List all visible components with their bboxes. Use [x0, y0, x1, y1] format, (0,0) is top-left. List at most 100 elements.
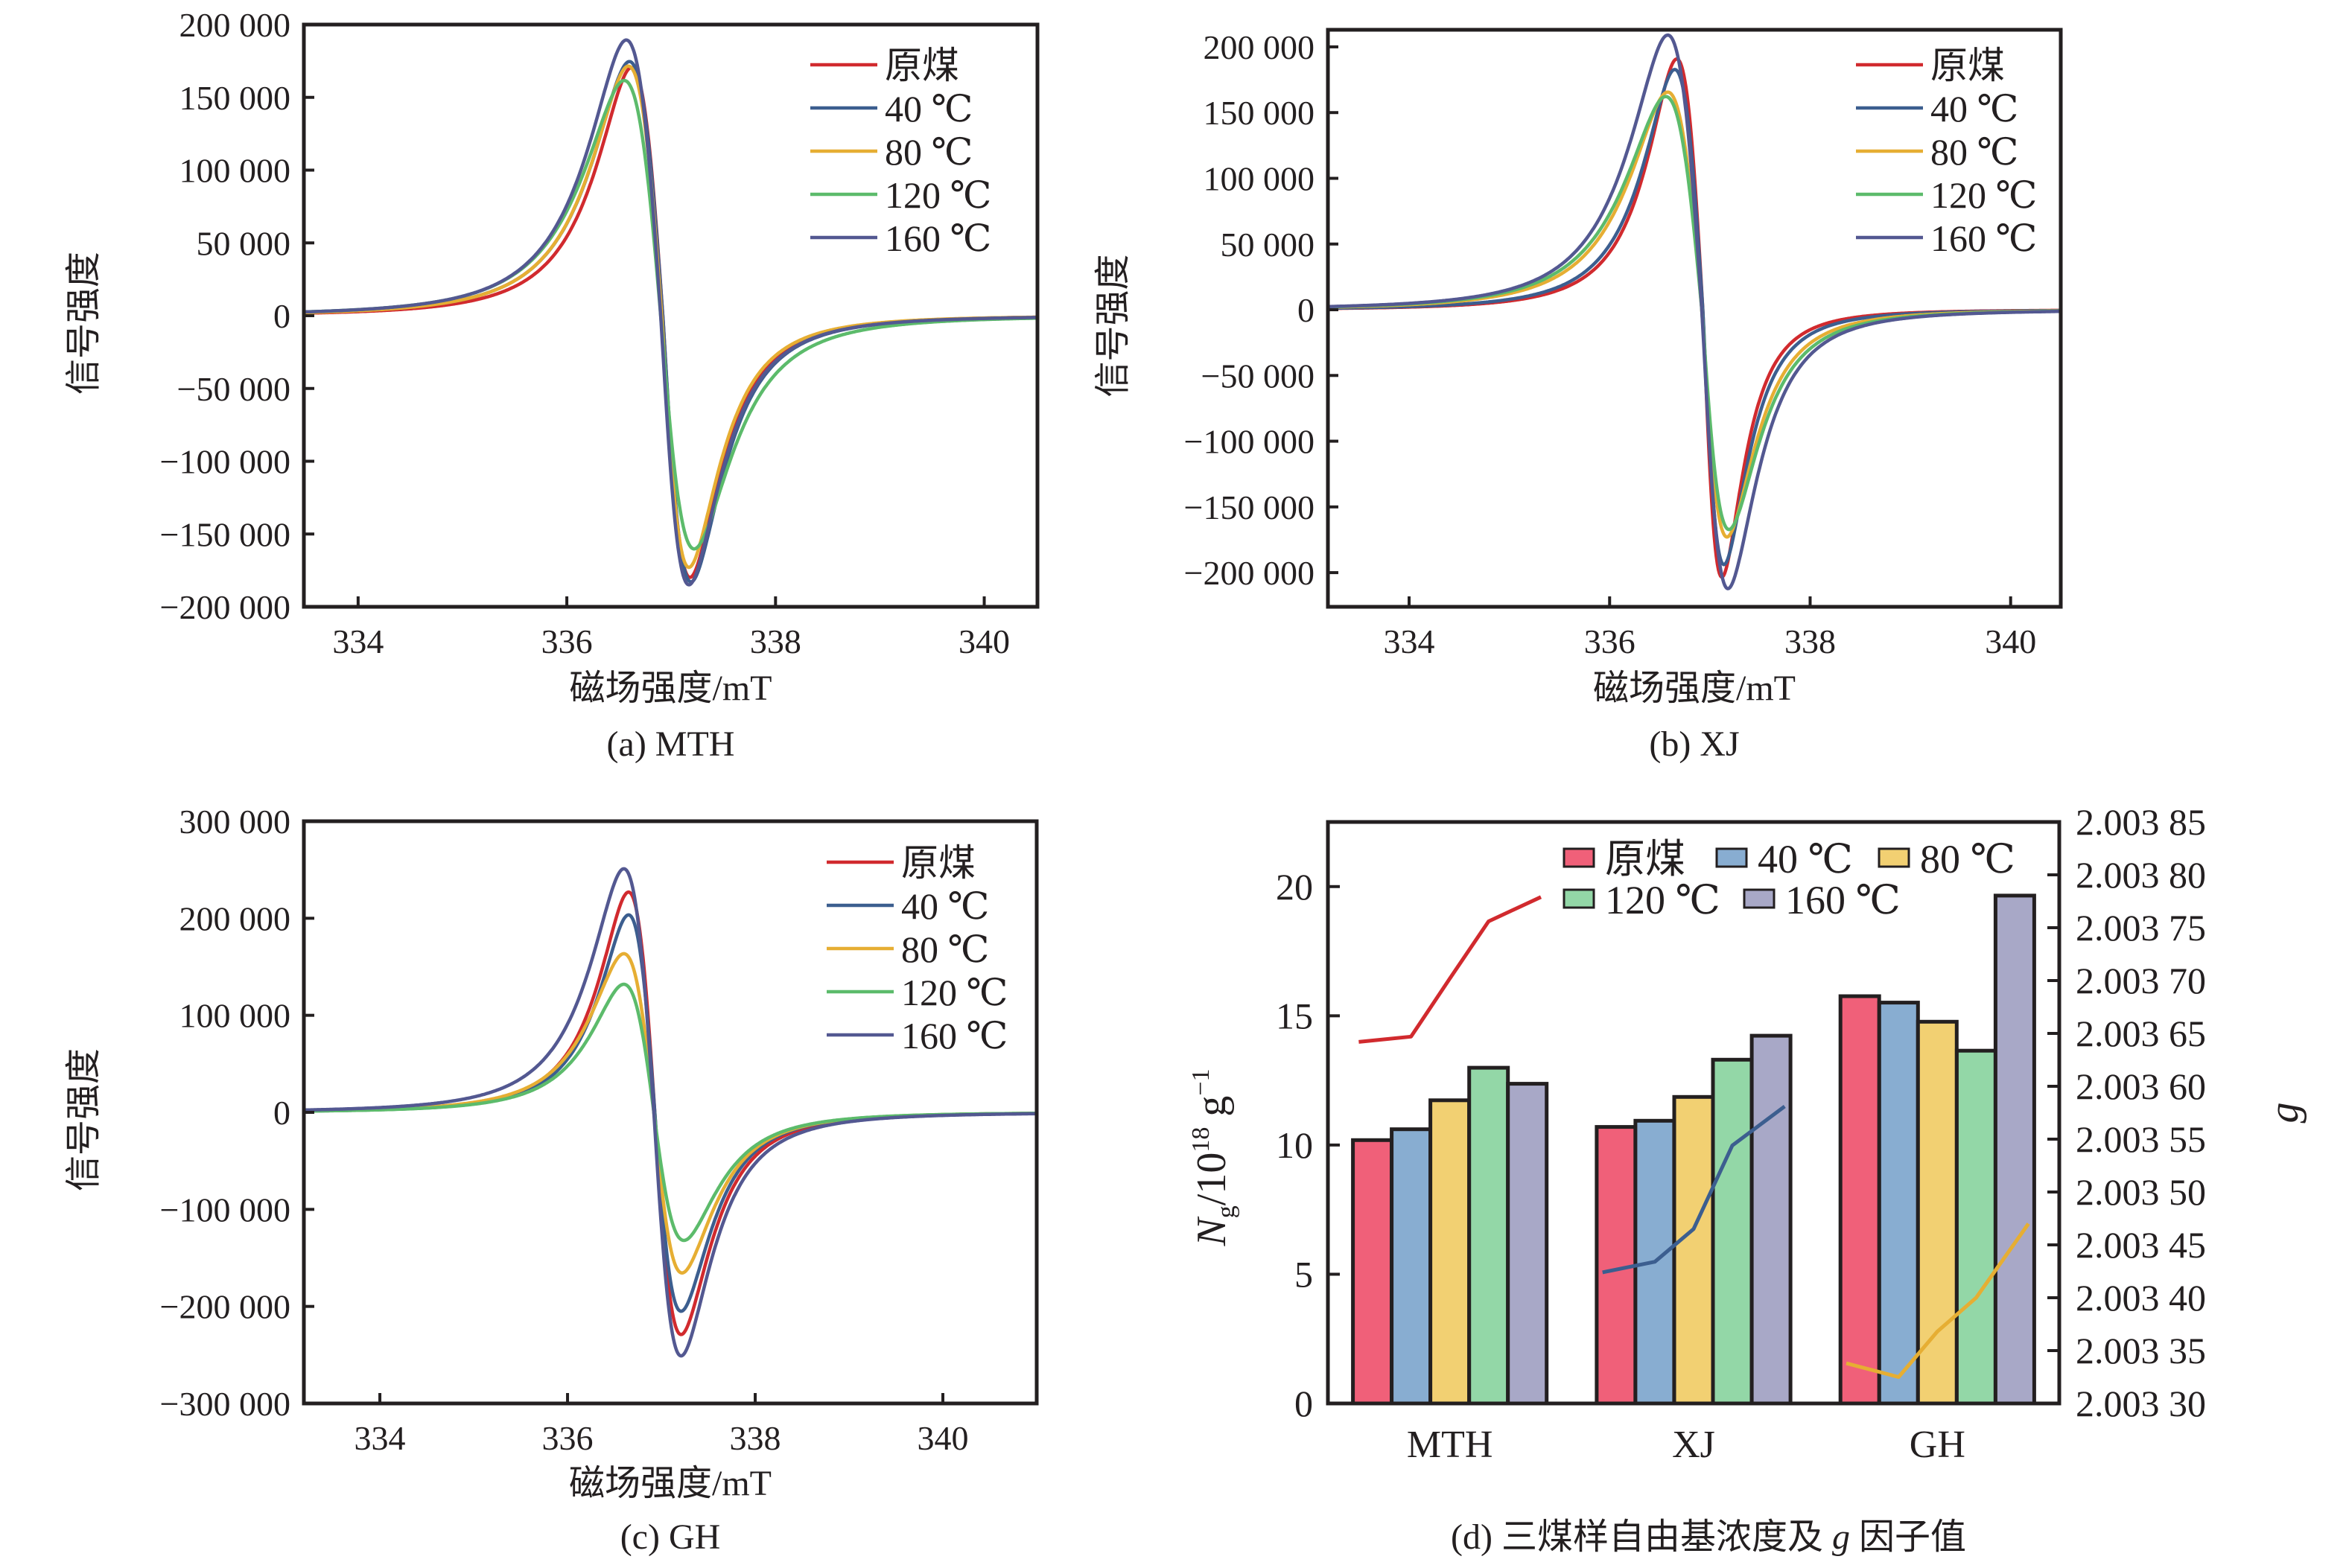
y-tick-label: 150 000 [1204, 94, 1315, 132]
bar-mth-2 [1428, 1098, 1472, 1406]
y2-axis-title: g [2261, 1103, 2307, 1124]
y-tick-label: 0 [1297, 291, 1315, 329]
y-tick-label: −150 000 [1184, 488, 1315, 526]
bar-mth-3 [1467, 1065, 1510, 1406]
bar-gh-1 [1877, 1001, 1920, 1406]
plot-area [304, 867, 1037, 1358]
y-tick-label: 0 [1294, 1383, 1313, 1424]
y2-tick-label: 2.003 30 [2076, 1383, 2206, 1424]
legend-label: 120 ℃ [1605, 878, 1720, 922]
bar-gh-4 [1993, 893, 2036, 1406]
y-tick-label: −150 000 [160, 515, 290, 553]
x-tick-label: 340 [959, 622, 1010, 660]
series-line-4 [1328, 33, 2061, 590]
y2-tick-label: 2.003 65 [2076, 1013, 2206, 1054]
x-tick-label: 338 [730, 1419, 781, 1457]
y-tick-label: 100 000 [1204, 159, 1315, 197]
legend-label: 80 ℃ [885, 131, 973, 173]
y2-tick-label: 2.003 50 [2076, 1171, 2206, 1213]
x-axis-title: 磁场强度/mT [569, 1464, 772, 1503]
y-tick-label: −200 000 [1184, 554, 1315, 592]
x-tick-label: 336 [541, 622, 593, 660]
y2-tick-label: 2.003 75 [2076, 907, 2206, 949]
y-tick-label: 100 000 [179, 997, 291, 1035]
plot-area [1328, 33, 2061, 590]
x-tick-label: 336 [1584, 622, 1635, 660]
legend-label: 40 ℃ [1930, 88, 2018, 130]
category-label: GH [1910, 1424, 1965, 1466]
legend-swatch [1563, 847, 1595, 868]
bar-xj-4 [1749, 1033, 1793, 1406]
legend-swatch [1715, 847, 1748, 868]
legend-label: 40 ℃ [901, 885, 989, 927]
x-tick-label: 336 [542, 1419, 594, 1457]
y-tick-label: −100 000 [1184, 423, 1315, 461]
y-axis-title-sup: 18 [1187, 1127, 1215, 1153]
y-tick-label: −100 000 [160, 1191, 290, 1228]
y-axis-title: 信号强度 [1093, 254, 1133, 397]
panel-c-gh-epr-spectrum: 334 336 338 340 300 000 200 000 100 000 0 −100 0… [64, 803, 1039, 1557]
y-tick-label: 100 000 [179, 152, 291, 190]
bar-mth-1 [1390, 1127, 1433, 1406]
y2-tick-label: 2.003 85 [2076, 801, 2206, 843]
y-tick-label: −300 000 [160, 1385, 290, 1423]
legend-label: 原煤 [1605, 837, 1685, 882]
plot-area [304, 38, 1037, 587]
y2-tick-label: 2.003 55 [2076, 1118, 2206, 1160]
bar-mth-0 [1351, 1138, 1394, 1406]
panel-a-mth-epr-spectrum: 334 336 338 340 200 000 150 000 100 000 50 000 0… [64, 6, 1040, 764]
x-tick-label: 340 [1985, 622, 2036, 660]
caption-part: 因子值 [1850, 1517, 1966, 1557]
y-tick-label: −100 000 [160, 443, 290, 481]
caption-part: (d) 三煤样自由基浓度及 [1451, 1517, 1832, 1557]
x-tick-label: 334 [355, 1419, 406, 1457]
legend-label: 120 ℃ [901, 972, 1008, 1013]
y-tick-label: 150 000 [179, 79, 291, 117]
category-label: XJ [1672, 1424, 1715, 1466]
y-tick-label: 5 [1294, 1253, 1313, 1295]
y-axis-title-n: N [1189, 1217, 1235, 1247]
x-axis-title: 磁场强度/mT [570, 669, 772, 708]
y-tick-label: 200 000 [179, 6, 291, 44]
bar-xj-3 [1711, 1057, 1754, 1406]
y-tick-label: −200 000 [160, 588, 290, 626]
x-tick-label: 340 [918, 1419, 969, 1457]
y-tick-label: 200 000 [179, 899, 291, 937]
x-tick-label: 338 [1784, 622, 1836, 660]
y-axis-title: Ng/1018 g−1 [1187, 1068, 1240, 1246]
legend-label: 原煤 [1930, 45, 2005, 86]
g-factor-line-gh [1846, 1223, 2030, 1379]
panel-caption: (d) 三煤样自由基浓度及 g 因子值 [1451, 1517, 1966, 1557]
y-tick-label: 300 000 [179, 803, 291, 841]
legend-label: 160 ℃ [1930, 217, 2037, 259]
legend-label: 80 ℃ [901, 928, 989, 970]
y-tick-label: 50 000 [1221, 226, 1315, 264]
x-axis-title: 磁场强度/mT [1593, 669, 1796, 708]
plot-frame [1326, 28, 2063, 609]
y2-tick-label: 2.003 45 [2076, 1224, 2206, 1266]
y-axis-title-sup2: −1 [1187, 1068, 1215, 1095]
g-factor-line-xj [1602, 1104, 1786, 1275]
panel-caption: (b) XJ [1649, 724, 1739, 764]
legend-swatch [1563, 888, 1595, 909]
y2-tick-label: 2.003 60 [2076, 1065, 2206, 1107]
y2-tick-label: 2.003 35 [2076, 1330, 2206, 1371]
caption-g: g [1832, 1517, 1850, 1557]
series-line-4 [304, 867, 1037, 1358]
y-axis-title-tail: g [1189, 1096, 1235, 1127]
y-tick-label: −50 000 [1201, 357, 1315, 395]
y-tick-label: 15 [1276, 995, 1313, 1036]
legend-label: 原煤 [885, 45, 959, 86]
y2-tick-label: 2.003 80 [2076, 854, 2206, 896]
legend-label: 160 ℃ [885, 217, 991, 259]
legend-label: 120 ℃ [1930, 174, 2037, 216]
legend-label: 40 ℃ [1758, 837, 1853, 882]
x-tick-label: 334 [1384, 622, 1435, 660]
legend-label: 160 ℃ [1785, 878, 1901, 922]
category-label: MTH [1407, 1424, 1493, 1466]
legend-label: 80 ℃ [1920, 837, 2015, 882]
